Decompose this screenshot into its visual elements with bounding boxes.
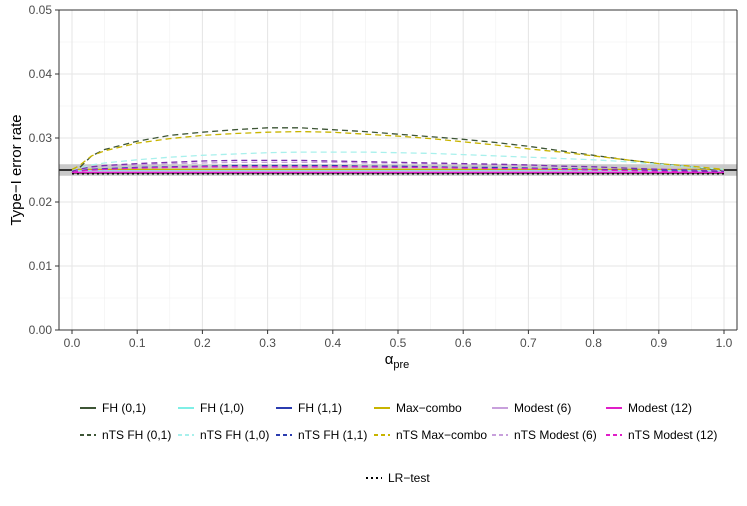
x-axis-title: αpre xyxy=(385,351,410,371)
legend-label: nTS Modest (6) xyxy=(514,428,597,442)
x-axis-title-sub: pre xyxy=(393,359,409,371)
x-tick-label: 0.7 xyxy=(520,336,537,350)
legend-label: nTS FH (0,1) xyxy=(102,428,171,442)
legend-label: Modest (12) xyxy=(628,401,692,415)
tick-labels: 0.0 0.1 0.2 0.3 0.4 0.5 0.6 0.7 0.8 0.9 1.0 0.00 0.0… xyxy=(29,3,733,350)
y-tick-label: 0.02 xyxy=(29,195,53,209)
y-tick-label: 0.05 xyxy=(29,3,53,17)
x-tick-label: 0.0 xyxy=(64,336,81,350)
legend: FH (0,1) FH (1,0) FH (1,1) Max−combo Modest … xyxy=(80,401,717,485)
legend-label: FH (1,1) xyxy=(298,401,342,415)
x-tick-label: 0.4 xyxy=(324,336,341,350)
series-line-11 xyxy=(71,166,725,174)
series-line-9 xyxy=(71,130,725,171)
series-lines xyxy=(71,127,725,175)
y-tick-label: 0.04 xyxy=(29,67,53,81)
legend-label: FH (0,1) xyxy=(102,401,146,415)
legend-label: nTS Max−combo xyxy=(396,428,487,442)
x-axis-title-main: α xyxy=(385,351,394,368)
x-tick-label: 0.6 xyxy=(455,336,472,350)
legend-label: Max−combo xyxy=(396,401,462,415)
y-tick-label: 0.00 xyxy=(29,323,53,337)
series-line-12 xyxy=(71,159,725,172)
x-tick-label: 0.9 xyxy=(650,336,667,350)
legend-label: Modest (6) xyxy=(514,401,571,415)
x-tick-label: 0.5 xyxy=(390,336,407,350)
legend-label: FH (1,0) xyxy=(200,401,244,415)
legend-label: nTS FH (1,0) xyxy=(200,428,269,442)
legend-label: nTS Modest (12) xyxy=(628,428,717,442)
legend-label: LR−test xyxy=(388,471,430,485)
series-line-7 xyxy=(71,151,725,172)
x-tick-label: 0.1 xyxy=(129,336,146,350)
x-tick-label: 1.0 xyxy=(716,336,733,350)
x-tick-label: 0.2 xyxy=(194,336,211,350)
y-axis-title: Type−I error rate xyxy=(8,114,25,225)
x-tick-label: 0.8 xyxy=(585,336,602,350)
legend-label: nTS FH (1,1) xyxy=(298,428,367,442)
y-tick-label: 0.01 xyxy=(29,259,53,273)
y-tick-label: 0.03 xyxy=(29,131,53,145)
x-tick-label: 0.3 xyxy=(259,336,276,350)
